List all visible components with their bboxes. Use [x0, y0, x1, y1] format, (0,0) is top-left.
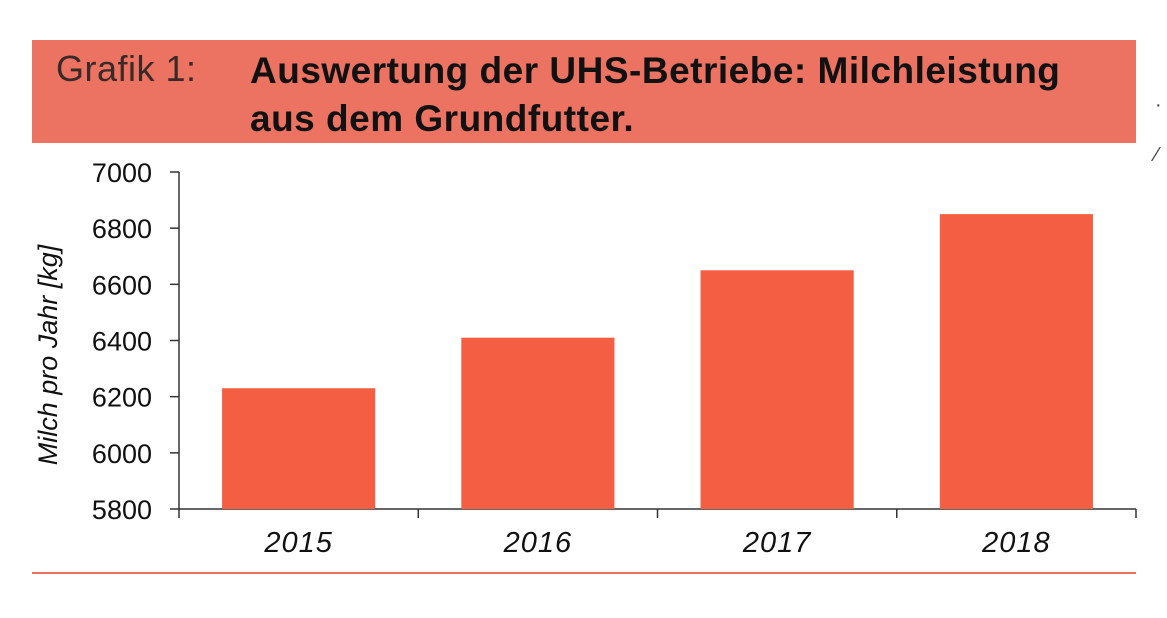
figure-label: Grafik 1:	[56, 48, 197, 89]
x-tick-label: 2018	[981, 527, 1051, 559]
bar-2015	[222, 388, 376, 509]
title-banner	[32, 40, 1136, 143]
bar-2016	[461, 337, 615, 509]
y-tick-label: 6400	[92, 327, 152, 357]
bars-group	[222, 214, 1093, 509]
y-tick-label: 6000	[92, 439, 152, 469]
chart-title: Auswertung der UHS-Betriebe: Milchleistu…	[250, 50, 1061, 139]
y-axis-label: Milch pro Jahr [kg]	[33, 243, 63, 465]
bottom-rule	[32, 572, 1136, 574]
y-axis: 5800 6000 6200 6400 6600 6800 7000	[92, 158, 180, 525]
x-tick-label: 2016	[503, 527, 573, 559]
x-tick-label: 2017	[742, 527, 812, 559]
y-tick-label: 6800	[92, 214, 152, 244]
bar-2017	[700, 270, 854, 509]
y-tick-label: 5800	[92, 495, 152, 525]
x-axis: 2015 2016 2017 2018	[178, 508, 1137, 559]
y-tick-label: 7000	[92, 158, 152, 188]
y-tick-label: 6200	[92, 383, 152, 413]
x-tick-label: 2015	[263, 527, 333, 559]
bar-2018	[939, 214, 1093, 509]
edge-artifact-marks: · ⁄	[1155, 94, 1162, 166]
y-tick-label: 6600	[92, 270, 152, 300]
